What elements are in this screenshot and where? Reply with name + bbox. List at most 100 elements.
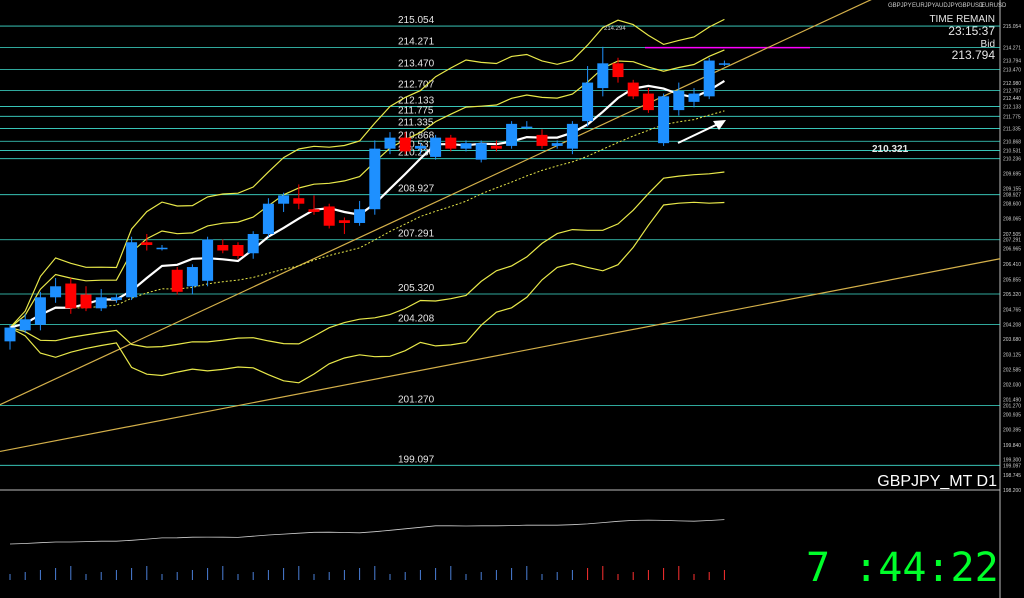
candle-43 [658,93,670,146]
candle-36 [551,140,563,149]
candle-body [95,297,107,309]
candle-body [642,93,654,111]
candle-30 [460,140,472,152]
tab-symbol-2[interactable]: AUDJPY [935,3,959,9]
bollinger-inner-lower [9,171,725,348]
axis-tick-26: 203.680 [1003,337,1021,343]
candle-24 [369,140,381,215]
chart-title: GBPJPY_MT D1 [877,473,997,490]
candle-2 [34,291,46,331]
level-label-10: 208.927 [398,184,435,195]
axis-tick-14: 209.155 [1003,186,1021,192]
candle-25 [384,132,396,155]
candle-body [430,137,442,157]
candle-body [536,134,548,146]
candle-body [490,145,502,149]
axis-tick-9: 211.335 [1003,126,1021,132]
candle-body [50,286,62,298]
candle-body [612,63,624,78]
axis-tick-24: 204.765 [1003,307,1021,313]
axis-tick-7: 212.133 [1003,104,1021,110]
candle-body [171,269,183,292]
price-axis: 215.054 214.271 213.794 213.470 212.980 212.7… [1003,24,1021,494]
axis-tick-12: 210.236 [1003,157,1021,163]
candle-body [506,123,518,146]
candle-body [126,242,138,298]
candle-body [627,82,639,97]
candle-body [293,198,305,204]
candle-body [110,297,122,301]
axis-tick-32: 200.935 [1003,413,1021,419]
candle-body [65,283,77,309]
candle-16 [247,231,259,259]
axis-tick-35: 199.300 [1003,458,1021,464]
level-label-6: 211.335 [398,117,434,128]
candle-19 [293,184,305,210]
level-label-11: 207.291 [398,229,435,240]
candle-6 [95,289,107,312]
candle-body [338,220,350,223]
trendline-shallow [0,258,1001,453]
tab-symbol-4[interactable]: EURUSD [981,3,1007,9]
candle-body [186,267,198,287]
candle-body [323,206,335,226]
level-label-1: 214.271 [398,37,435,48]
candle-47 [718,60,730,67]
axis-tick-20: 206.965 [1003,247,1021,253]
trend-arrow [677,120,726,144]
axis-tick-28: 202.585 [1003,367,1021,373]
candle-14 [217,239,229,254]
bollinger-middle [9,110,725,329]
candle-body [217,245,229,251]
tab-symbol-1[interactable]: EURJPY [912,3,936,9]
level-label-15: 199.097 [398,454,435,465]
candle-4 [65,278,77,314]
candle-body [141,242,153,245]
tab-symbol-0[interactable]: GBPJPY [888,3,912,9]
candle-body [414,145,426,149]
candle-37 [566,121,578,155]
annotation-label: 210.321 [872,144,909,155]
level-label-7: 210.868 [398,130,435,141]
axis-tick-33: 200.395 [1003,428,1021,434]
candle-39 [597,46,609,97]
candle-15 [232,242,244,259]
level-label-8: 210.531 [398,140,435,151]
candle-body [399,137,411,152]
candle-body [156,247,168,250]
bid-label: Bid [981,39,995,50]
candle-46 [703,57,715,100]
level-label-13: 204.208 [398,314,435,325]
candle-35 [536,129,548,149]
axis-tick-16: 208.600 [1003,202,1021,208]
candle-body [19,319,31,331]
candle-10 [156,245,168,251]
level-label-4: 212.133 [398,95,435,106]
candle-body [34,297,46,325]
level-label-12: 205.320 [398,283,435,294]
candle-body [658,96,670,144]
tab-symbol-3[interactable]: GBPUSD [958,3,984,9]
axis-tick-15: 208.927 [1003,193,1021,199]
indicator-subwindow [9,519,725,580]
candle-44 [673,82,685,116]
candle-body [308,209,320,212]
candle-body [247,233,259,254]
axis-tick-10: 210.868 [1003,139,1021,145]
axis-tick-21: 206.410 [1003,262,1021,268]
symbol-tabs[interactable]: GBPJPY EURJPY AUDJPY GBPUSD EURUSD [888,3,1007,9]
time-remain-value: 23:15:37 [948,24,995,38]
candle-18 [278,192,290,212]
candle-26 [399,132,411,155]
level-label-14: 201.270 [398,394,435,405]
candle-28 [430,134,442,160]
candle-body [673,90,685,111]
candle-5 [80,286,92,312]
level-label-9: 210.236 [398,148,435,159]
bollinger-outer-upper [9,18,725,329]
plot-background [0,0,1000,490]
candle-body [4,327,16,342]
axis-tick-11: 210.531 [1003,149,1021,155]
candle-9 [141,233,153,251]
axis-tick-23: 205.320 [1003,292,1021,298]
